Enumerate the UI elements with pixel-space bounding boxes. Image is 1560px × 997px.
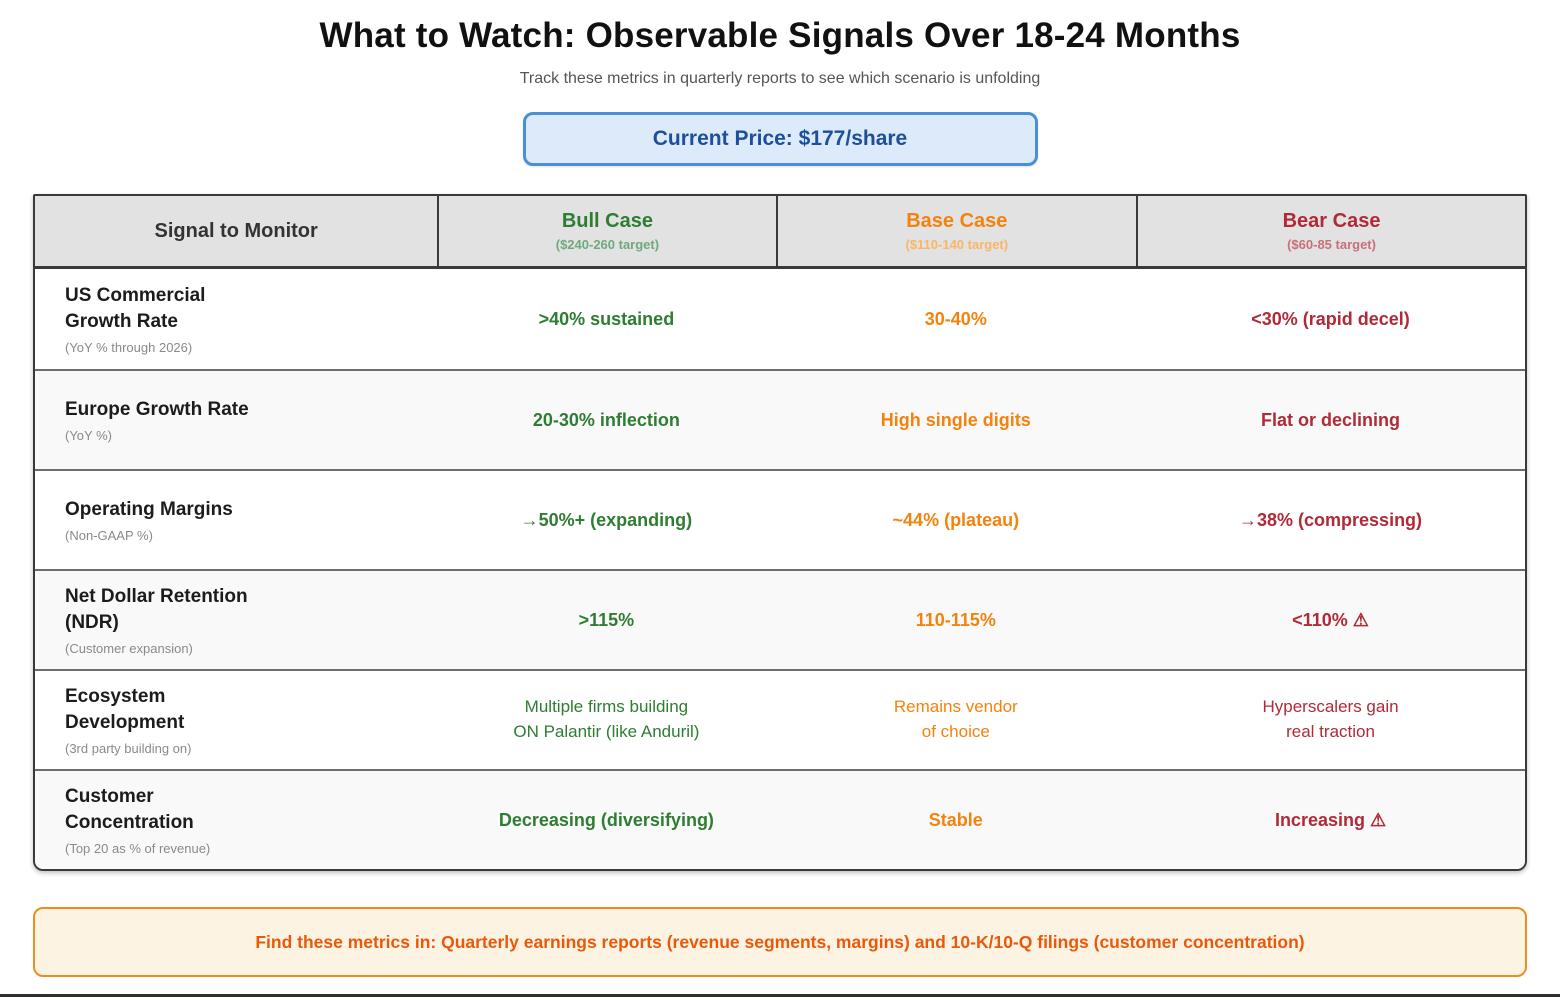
column-header-base-case: Base Case ($110-140 target) (775, 196, 1137, 266)
table-row-us-commercial-growth: US Commercial Growth Rate (YoY % through… (35, 269, 1525, 369)
bear-value warning-icon: <110% ⚠ (1292, 609, 1369, 630)
bear-value: <30% (rapid decel) (1251, 308, 1410, 329)
signal-note: (Non-GAAP %) (65, 528, 153, 544)
signal-cell: Ecosystem Development (3rd party buildin… (35, 671, 437, 769)
signal-cell: Operating Margins (Non-GAAP %) (35, 471, 437, 569)
table-row-customer-concentration: Customer Concentration (Top 20 as % of r… (35, 769, 1525, 869)
signal-note: (3rd party building on) (65, 741, 192, 757)
base-value: High single digits (880, 409, 1031, 430)
column-header-bull-case: Bull Case ($240-260 target) (437, 196, 775, 266)
bull-value: 20-30% inflection (532, 409, 680, 430)
base-value: 30-40% (924, 308, 987, 329)
signal-name: Ecosystem Development (65, 685, 185, 733)
table-row-operating-margins: Operating Margins (Non-GAAP %) →50%+ (ex… (35, 469, 1525, 569)
table-row-ecosystem-development: Ecosystem Development (3rd party buildin… (35, 669, 1525, 769)
bull-value: →50%+ (expanding) (520, 509, 693, 530)
signal-note: (YoY %) (65, 428, 112, 444)
bull-value: Multiple firms building ON Palantir (lik… (513, 697, 700, 741)
column-header-label: Bull Case (561, 210, 653, 232)
base-value: Stable (928, 809, 983, 830)
bear-value: Flat or declining (1261, 409, 1401, 430)
signal-cell: US Commercial Growth Rate (YoY % through… (35, 269, 437, 369)
signal-name: US Commercial Growth Rate (65, 284, 206, 332)
bear-value warning-icon: Increasing ⚠ (1274, 809, 1387, 830)
signal-name: Europe Growth Rate (65, 398, 249, 420)
base-value: Remains vendor of choice (893, 697, 1018, 741)
column-header-target: ($60-85 target) (1287, 237, 1376, 252)
column-header-target: ($240-260 target) (555, 237, 660, 252)
column-header-target: ($110-140 target) (905, 237, 1009, 252)
base-value: 110-115% (915, 609, 996, 630)
current-price-badge: Current Price: $177/share (522, 112, 1038, 166)
page-subtitle: Track these metrics in quarterly reports… (519, 70, 1041, 87)
signal-note: (YoY % through 2026) (65, 340, 193, 356)
table-row-europe-growth: Europe Growth Rate (YoY %) 20-30% inflec… (35, 369, 1525, 469)
bear-value: →38% (compressing) (1239, 509, 1423, 530)
bull-value: >115% (578, 609, 635, 630)
column-header-label: Bear Case (1282, 210, 1381, 232)
signal-note: (Top 20 as % of revenue) (65, 841, 211, 857)
column-header-label: Signal to Monitor (154, 219, 318, 242)
table-row-net-dollar-retention: Net Dollar Retention (NDR) (Customer exp… (35, 569, 1525, 669)
metrics-source-banner: Find these metrics in: Quarterly earning… (33, 907, 1527, 977)
signal-name: Net Dollar Retention (NDR) (65, 585, 248, 633)
bear-value: Hyperscalers gain real traction (1262, 697, 1399, 741)
metrics-source-text: Find these metrics in: Quarterly earning… (255, 931, 1305, 952)
signal-name: Customer Concentration (65, 785, 194, 833)
bull-value: >40% sustained (538, 308, 675, 329)
column-header-signal: Signal to Monitor (35, 196, 437, 266)
page-title: What to Watch: Observable Signals Over 1… (319, 16, 1241, 55)
signal-cell: Europe Growth Rate (YoY %) (35, 371, 437, 469)
bottom-edge-divider (0, 994, 1560, 997)
signal-note: (Customer expansion) (65, 641, 193, 657)
signals-table: Signal to Monitor Bull Case ($240-260 ta… (33, 194, 1527, 871)
current-price-label: Current Price: $177/share (652, 127, 908, 150)
column-header-label: Base Case (906, 210, 1008, 232)
signal-name: Operating Margins (65, 498, 233, 520)
signal-cell: Net Dollar Retention (NDR) (Customer exp… (35, 571, 437, 669)
bull-value: Decreasing (diversifying) (498, 809, 714, 830)
base-value: ~44% (plateau) (892, 509, 1020, 530)
table-header-row: Signal to Monitor Bull Case ($240-260 ta… (35, 196, 1525, 269)
signal-cell: Customer Concentration (Top 20 as % of r… (35, 771, 437, 869)
column-header-bear-case: Bear Case ($60-85 target) (1136, 196, 1525, 266)
